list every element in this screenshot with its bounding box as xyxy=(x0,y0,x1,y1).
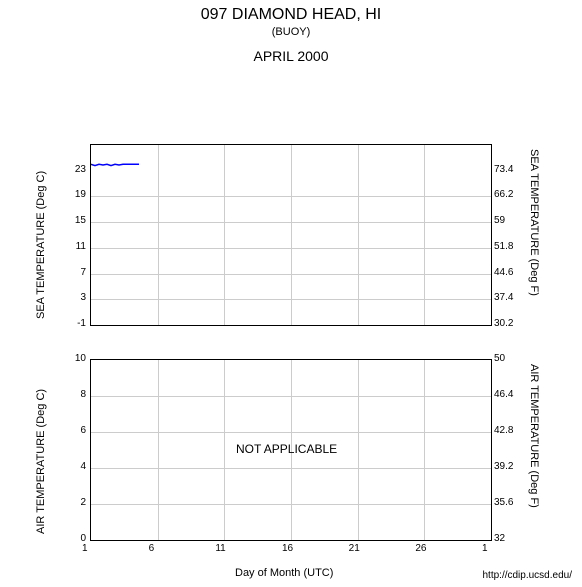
x-axis-label: Day of Month (UTC) xyxy=(235,567,333,579)
y-tick-label-left: 4 xyxy=(80,461,86,472)
y-tick-label-right: 51.8 xyxy=(494,241,513,252)
y-tick-label-right: 35.6 xyxy=(494,497,513,508)
y-tick-label-left: 6 xyxy=(80,425,86,436)
x-tick-label: 1 xyxy=(482,543,488,554)
y-tick-label-right: 39.2 xyxy=(494,461,513,472)
chart-container: 097 DIAMOND HEAD, HI (BUOY) APRIL 2000 -… xyxy=(0,6,582,587)
x-tick-label: 6 xyxy=(149,543,155,554)
page-subtitle: (BUOY) xyxy=(0,26,582,38)
y-tick-label-left: -1 xyxy=(77,318,86,329)
y-axis-label-right: SEA TEMPERATURE (Deg F) xyxy=(528,149,540,319)
not-applicable-label: NOT APPLICABLE xyxy=(236,442,337,456)
x-tick-label: 1 xyxy=(82,543,88,554)
y-tick-label-right: 42.8 xyxy=(494,425,513,436)
x-tick-label: 21 xyxy=(349,543,360,554)
y-axis-label-left: AIR TEMPERATURE (Deg C) xyxy=(35,364,47,534)
plot-region xyxy=(90,144,492,326)
y-tick-label-right: 73.4 xyxy=(494,164,513,175)
y-tick-label-left: 23 xyxy=(75,164,86,175)
y-tick-label-right: 32 xyxy=(494,533,505,544)
y-tick-label-left: 19 xyxy=(75,189,86,200)
period-label: APRIL 2000 xyxy=(0,48,582,64)
footer-url: http://cdip.ucsd.edu/ xyxy=(482,570,572,581)
y-tick-label-right: 46.4 xyxy=(494,389,513,400)
y-axis-label-left: SEA TEMPERATURE (Deg C) xyxy=(35,149,47,319)
x-tick-label: 11 xyxy=(215,543,225,554)
y-tick-label-left: 15 xyxy=(75,215,86,226)
y-tick-label-left: 10 xyxy=(75,353,86,364)
x-tick-label: 26 xyxy=(415,543,426,554)
y-tick-label-right: 59 xyxy=(494,215,505,226)
y-axis-label-right: AIR TEMPERATURE (Deg F) xyxy=(528,364,540,534)
y-tick-label-left: 7 xyxy=(80,267,86,278)
y-tick-label-left: 3 xyxy=(80,292,86,303)
x-tick-label: 16 xyxy=(282,543,293,554)
y-tick-label-left: 2 xyxy=(80,497,86,508)
y-tick-label-left: 0 xyxy=(80,533,86,544)
page-title: 097 DIAMOND HEAD, HI xyxy=(0,6,582,24)
plot-region: NOT APPLICABLE xyxy=(90,359,492,541)
y-tick-label-right: 44.6 xyxy=(494,267,513,278)
y-tick-label-left: 11 xyxy=(76,241,86,252)
y-tick-label-right: 37.4 xyxy=(494,292,513,303)
y-tick-label-right: 50 xyxy=(494,353,505,364)
y-tick-label-left: 8 xyxy=(80,389,86,400)
y-tick-label-right: 30.2 xyxy=(494,318,513,329)
data-line-svg xyxy=(91,145,491,325)
y-tick-label-right: 66.2 xyxy=(494,189,513,200)
